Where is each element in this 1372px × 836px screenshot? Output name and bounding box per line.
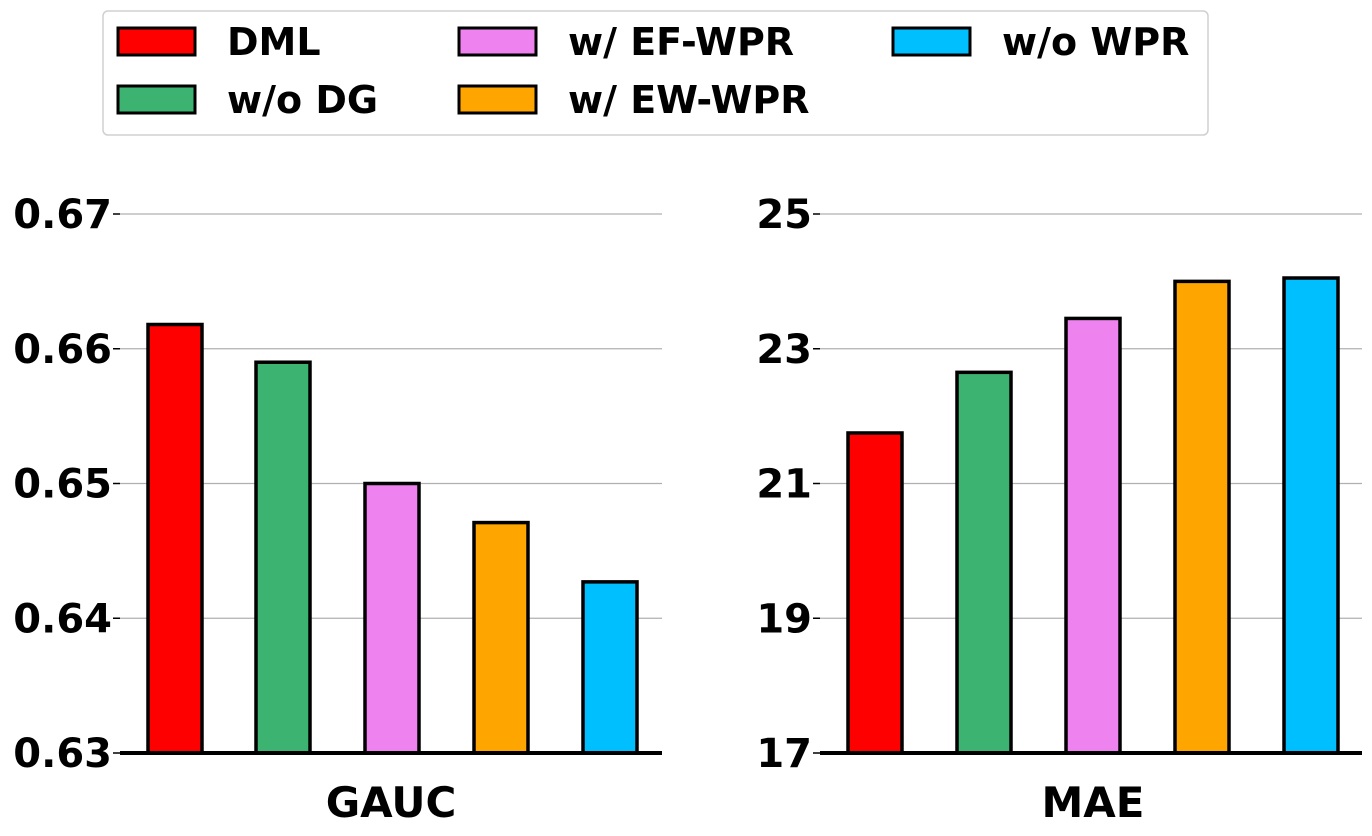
bar-dml	[146, 322, 204, 755]
legend-swatch	[891, 26, 972, 57]
legend-label: DML	[227, 20, 321, 64]
bar-w-o-dg	[955, 370, 1013, 755]
chart-panel-mae: 17 19 21 23 25 MAE	[756, 192, 1362, 827]
y-tick-label: 0.64	[13, 596, 112, 642]
bar-w-ew-wpr	[472, 520, 530, 755]
y-tick-label: 0.66	[13, 327, 112, 373]
chart-panels: 0.63 0.64 0.65 0.66 0.67 GAUC 17 19 21 23 25 MAE	[13, 192, 1362, 827]
legend-label: w/o DG	[227, 78, 378, 122]
y-tick-label: 0.65	[13, 462, 112, 508]
bar-w-o-dg	[254, 360, 312, 755]
y-tick-label: 0.63	[13, 731, 112, 777]
legend-label: w/ EF-WPR	[568, 20, 794, 64]
legend-swatch	[116, 26, 197, 57]
legend-swatch	[457, 84, 538, 115]
bar-w-o-wpr	[581, 580, 639, 755]
y-tick-label: 25	[756, 192, 812, 238]
legend-label: w/o WPR	[1002, 20, 1189, 64]
bar-dml	[846, 431, 904, 755]
y-tick-label: 19	[756, 596, 812, 642]
x-axis-label: GAUC	[326, 778, 457, 827]
bar-w-o-wpr	[1282, 276, 1340, 755]
x-axis-label: MAE	[1042, 778, 1145, 827]
bar-w-ef-wpr	[1064, 316, 1122, 755]
chart-panel-gauc: 0.63 0.64 0.65 0.66 0.67 GAUC	[13, 192, 662, 827]
legend: DML w/o DG w/ EF-WPR w/ EW-WPR w/o WPR	[102, 10, 1209, 136]
bar-w-ew-wpr	[1173, 279, 1231, 755]
y-tick-label: 0.67	[13, 192, 112, 238]
legend-swatch	[116, 84, 197, 115]
y-tick-label: 21	[756, 462, 812, 508]
y-tick-label: 17	[756, 731, 812, 777]
legend-swatch	[457, 26, 538, 57]
bar-w-ef-wpr	[363, 481, 421, 755]
y-tick-label: 23	[756, 327, 812, 373]
legend-label: w/ EW-WPR	[568, 78, 809, 122]
